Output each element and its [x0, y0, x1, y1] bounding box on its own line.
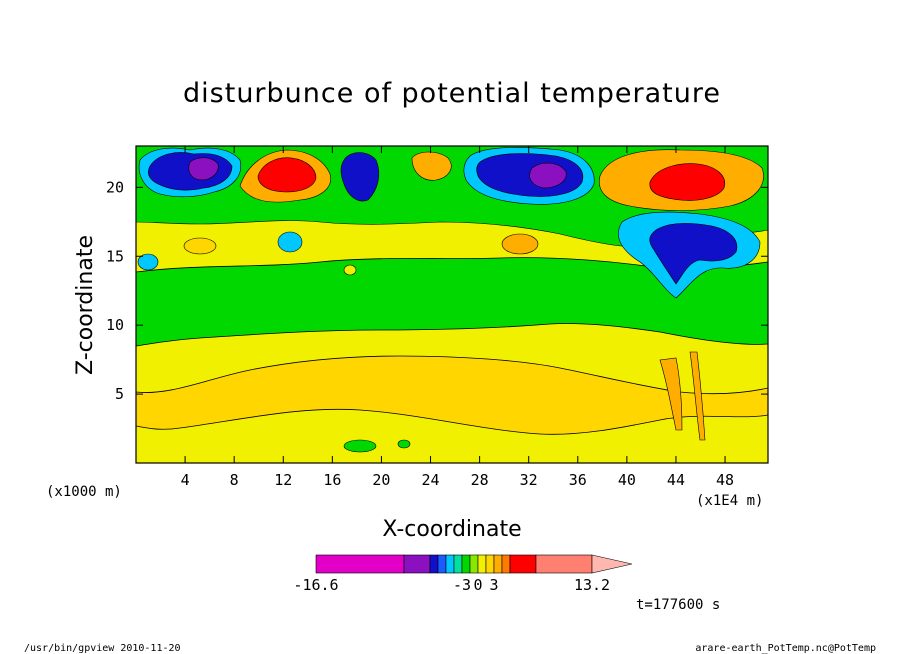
colorbar-segment: [477, 554, 487, 574]
x-tick-label: 24: [421, 471, 439, 489]
y-unit-label: (x1000 m): [46, 484, 122, 500]
colorbar-segment: [437, 554, 447, 574]
x-axis-ticks: 4 8 12 16 20 24 28 32 36 40 44 48: [181, 146, 734, 489]
x-tick-label: 36: [569, 471, 587, 489]
colorbar-segment: [429, 554, 439, 574]
x-unit-label: (x1E4 m): [696, 493, 763, 509]
x-tick-label: 4: [181, 471, 190, 489]
warm-cell-x24: [411, 151, 452, 181]
contour-plot: [136, 146, 768, 463]
blob: [397, 439, 411, 449]
blob: [501, 233, 539, 255]
x-tick-label: 20: [372, 471, 390, 489]
x-tick-label: 48: [716, 471, 734, 489]
y-tick-label: 20: [106, 178, 124, 196]
colorbar-tick-label: 13.2: [574, 576, 610, 594]
colorbar-tick-label: 0: [473, 576, 482, 594]
colorbar-tick-label: -16.6: [293, 576, 338, 594]
mid-green-layer: [136, 257, 768, 347]
x-tick-label: 28: [471, 471, 489, 489]
colorbar-segment: [509, 554, 537, 574]
cool-cell-x18: [340, 152, 380, 202]
colorbar-segment: [469, 554, 479, 574]
blob: [137, 253, 159, 271]
warm-cell-x12-core: [257, 157, 317, 193]
colorbar-tick-label: -3: [453, 576, 471, 594]
colorbar-segment: [315, 554, 405, 574]
footer-right: arare-earth_PotTemp.nc@PotTemp: [695, 643, 876, 654]
colorbar-segment: [461, 554, 471, 574]
footer-left: /usr/bin/gpview 2010-11-20: [24, 643, 181, 654]
plot-frame: [135, 145, 769, 464]
blob: [183, 237, 217, 255]
x-axis-label: X-coordinate: [382, 517, 521, 542]
upper-left-negative-peak: [188, 157, 219, 181]
cool-cell-x32-peak: [529, 162, 567, 189]
colorbar-segment: [501, 554, 511, 574]
chart-title: disturbunce of potential temperature: [183, 78, 721, 109]
y-tick-label: 15: [106, 247, 124, 265]
y-axis-label: Z-coordinate: [73, 235, 98, 375]
time-label: t=177600 s: [636, 597, 720, 613]
x-tick-label: 16: [323, 471, 341, 489]
x-tick-label: 40: [618, 471, 636, 489]
x-tick-label: 32: [520, 471, 538, 489]
warm-cell-x45-core: [649, 163, 726, 201]
y-tick-label: 5: [115, 385, 124, 403]
colorbar-segment: [453, 554, 463, 574]
colorbar-tick-label: 3: [489, 576, 498, 594]
colorbar-segment: [535, 554, 593, 574]
y-tick-label: 10: [106, 316, 124, 334]
x-tick-label: 44: [667, 471, 685, 489]
blob: [343, 439, 377, 453]
blob: [277, 231, 303, 253]
lower-positive-layer: [136, 355, 768, 435]
blob: [343, 264, 357, 276]
y-axis-ticks: 5 10 15 20: [106, 178, 768, 403]
colorbar-max-arrow: [591, 554, 633, 574]
lower-positive-core: [659, 351, 706, 441]
colorbar-tick-labels: -16.6 -3 0 3 13.2: [293, 576, 610, 594]
cool-plume-x45-core: [649, 223, 738, 285]
colorbar-segment: [485, 554, 495, 574]
colorbar-segment: [445, 554, 455, 574]
colorbar-segment: [493, 554, 503, 574]
colorbar-segment: [403, 554, 431, 574]
x-tick-label: 12: [274, 471, 292, 489]
colorbar: [315, 554, 633, 574]
x-tick-label: 8: [230, 471, 239, 489]
